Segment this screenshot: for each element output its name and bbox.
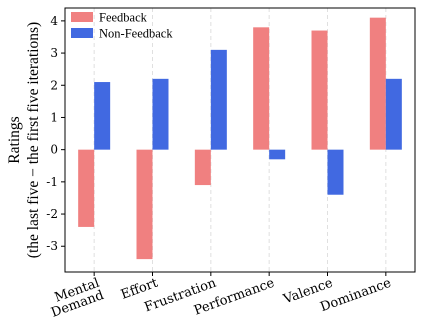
y-axis-label-line: (the last five − the first five iteratio… [25,22,42,258]
legend-swatch [71,12,93,22]
plot-frame [64,7,416,273]
legend-label: Non-Feedback [99,27,173,41]
bar-feedback-3 [253,27,270,150]
bars [78,17,402,260]
y-axis-label: Ratings (the last five − the first five i… [6,22,42,258]
bar-feedback-1 [136,149,153,260]
y-tick-label: -2 [46,207,58,221]
y-tick-label: 3 [50,46,58,60]
bar-non-feedback-2 [210,49,227,150]
y-tick-label: 4 [50,14,58,28]
legend: Feedback Non-Feedback [71,11,173,41]
bar-feedback-5 [369,17,386,150]
y-axis-label-line: Ratings [6,116,23,163]
bar-non-feedback-4 [327,149,344,195]
bar-non-feedback-1 [152,78,169,150]
x-tick-label: MentalDemand [45,276,106,321]
axes [64,7,416,273]
x-axis-ticks: MentalDemand EffortFrustrationPerformance… [45,272,393,321]
legend-label: Feedback [99,11,148,25]
legend-swatch [71,28,93,38]
y-tick-label: -1 [46,175,58,189]
y-tick-label: 1 [50,110,58,124]
bar-non-feedback-0 [94,82,111,150]
y-tick-label: 0 [50,143,58,157]
bar-feedback-2 [194,149,211,186]
y-axis-ticks: -3 -2 -1 0 1 2 3 4 [46,14,65,253]
bar-feedback-4 [311,30,328,150]
bar-non-feedback-3 [269,149,286,160]
bar-non-feedback-5 [385,78,402,150]
bar-feedback-0 [78,149,95,227]
y-tick-label: -3 [46,239,58,253]
y-tick-label: 2 [50,78,58,92]
